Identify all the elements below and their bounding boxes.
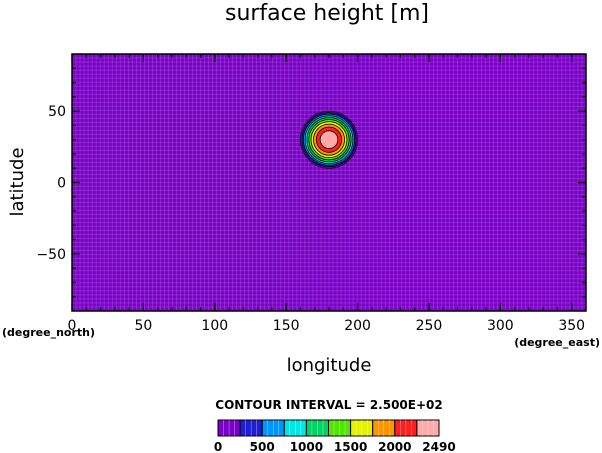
colorbar-tick-label: 1500 bbox=[334, 440, 367, 453]
y-tick-label: 50 bbox=[48, 104, 66, 120]
colorbar bbox=[217, 419, 440, 437]
x-tick-label: 200 bbox=[344, 318, 371, 334]
chart-title: surface height [m] bbox=[225, 1, 429, 26]
contour-interval-label: CONTOUR INTERVAL = 2.500E+02 bbox=[215, 398, 442, 412]
colorbar-tick-label: 1000 bbox=[290, 440, 323, 453]
x-tick-label: 50 bbox=[134, 318, 152, 334]
y-axis-ticks: −50 0 50 bbox=[36, 67, 586, 298]
colorbar-tick-label: 2000 bbox=[378, 440, 411, 453]
colorbar-tick-label: 2490 bbox=[422, 440, 455, 453]
x-axis-ticks: 0 50 100 150 200 250 300 350 bbox=[68, 54, 585, 334]
x-axis-label: longitude bbox=[287, 355, 372, 376]
x-axis-unit: (degree_east) bbox=[514, 336, 600, 349]
y-tick-label: 0 bbox=[57, 176, 66, 192]
contour-level-2250 bbox=[319, 130, 339, 149]
x-tick-label: 150 bbox=[273, 318, 300, 334]
colorbar-labels: 0 500 1000 1500 2000 2490 bbox=[214, 440, 456, 453]
x-tick-label: 0 bbox=[68, 318, 77, 334]
x-tick-label: 350 bbox=[558, 318, 585, 334]
mountain-contours bbox=[300, 110, 358, 169]
x-tick-label: 300 bbox=[487, 318, 514, 334]
y-tick-label: −50 bbox=[36, 247, 66, 263]
colorbar-tick-label: 500 bbox=[250, 440, 275, 453]
colorbar-tick-label: 0 bbox=[214, 440, 222, 453]
x-tick-label: 100 bbox=[201, 318, 228, 334]
x-tick-label: 250 bbox=[416, 318, 443, 334]
y-axis-unit: (degree_north) bbox=[2, 326, 95, 339]
y-axis-label: latitude bbox=[7, 147, 28, 216]
